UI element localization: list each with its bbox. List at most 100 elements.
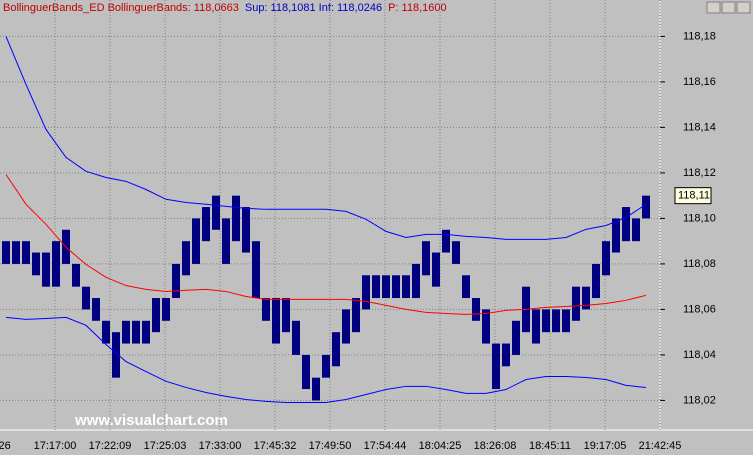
price-bar — [452, 241, 460, 264]
x-tick-label: 17:49:50 — [309, 440, 352, 452]
price-bar — [442, 229, 450, 253]
x-tick-label: 18:45:11 — [529, 440, 571, 452]
x-tick-label: 17:33:00 — [199, 440, 242, 452]
price-bar — [82, 286, 90, 310]
x-tick-label: 18:04:25 — [419, 440, 462, 452]
header: BollinguerBands_ED BollinguerBands: 118,… — [3, 2, 447, 14]
band-line — [5, 36, 647, 240]
price-bar — [542, 309, 550, 333]
price-bar — [202, 207, 210, 242]
price-bar — [572, 286, 580, 321]
header-part: BollinguerBands_ED BollinguerBands: 118,… — [3, 2, 239, 14]
button[interactable] — [721, 1, 736, 14]
price-bar — [412, 263, 420, 299]
price-bar — [332, 332, 340, 367]
price-bar — [72, 263, 80, 287]
y-tick-label: 118,18 — [683, 30, 716, 42]
price-bar — [502, 343, 510, 367]
price-bar — [472, 298, 480, 321]
price-bar — [182, 241, 190, 276]
price-bar — [382, 275, 390, 299]
price-bar — [262, 298, 270, 321]
price-bar — [102, 320, 110, 344]
y-tick-label: 118,08 — [683, 258, 716, 270]
price-bar — [362, 275, 370, 310]
price-bar — [212, 195, 220, 230]
y-tick-label: 118,12 — [683, 167, 716, 179]
price-bar — [302, 354, 310, 390]
x-tick-label: 19:17:05 — [584, 440, 627, 452]
price-bar — [252, 241, 260, 299]
window-buttons[interactable] — [706, 1, 751, 14]
watermark: www.visualchart.com — [74, 412, 228, 429]
price-bar — [512, 320, 520, 355]
price-bar — [462, 275, 470, 299]
price-bar — [22, 241, 30, 264]
price-bar — [312, 377, 320, 401]
price-bar — [482, 309, 490, 344]
price-bar — [532, 309, 540, 344]
price-bar — [222, 218, 230, 264]
x-tick-label: 18:26:08 — [474, 440, 517, 452]
header-part: Sup: 118,1081 Inf: 118,0246 — [245, 2, 382, 14]
band-line — [5, 316, 647, 403]
price-bar — [142, 320, 150, 344]
x-tick-label: 17:17:00 — [34, 440, 77, 452]
last-price-box — [674, 187, 712, 205]
price-bar — [292, 320, 300, 355]
price-bar — [552, 309, 560, 333]
y-tick-label: 118,10 — [683, 212, 716, 224]
price-bar — [602, 241, 610, 276]
x-tick-label: 21:42:45 — [639, 440, 682, 452]
y-tick-label: 118,06 — [683, 303, 716, 315]
price-bar — [192, 218, 200, 264]
price-bar — [112, 332, 120, 378]
price-bar — [492, 343, 500, 390]
price-bar — [402, 275, 410, 299]
price-bar — [232, 195, 240, 242]
price-bar — [132, 320, 140, 344]
price-bar — [272, 298, 280, 344]
price-bar — [642, 195, 650, 219]
price-bar — [12, 241, 20, 264]
price-bar — [242, 207, 250, 253]
price-bar — [52, 241, 60, 287]
y-tick-label: 118,14 — [683, 121, 716, 133]
price-bar — [392, 275, 400, 299]
price-bar — [42, 252, 50, 287]
x-tick-label: 17:22:09 — [89, 440, 132, 452]
price-bar — [582, 286, 590, 310]
price-bar — [622, 207, 630, 242]
price-bar — [352, 298, 360, 333]
price-bar — [422, 241, 430, 276]
price-bar — [322, 354, 330, 378]
price-bar — [2, 241, 10, 264]
y-tick-label: 118,16 — [683, 76, 716, 88]
price-bar — [172, 263, 180, 299]
button[interactable] — [706, 1, 721, 14]
price-bar — [282, 298, 290, 333]
y-tick-label: 118,02 — [683, 394, 716, 406]
price-bar — [92, 298, 100, 321]
band-line — [5, 174, 647, 315]
price-bar — [342, 309, 350, 344]
price-bar — [32, 252, 40, 276]
price-bar — [162, 298, 170, 321]
x-tick-label: 4:26 — [0, 440, 11, 452]
x-tick-label: 17:25:03 — [144, 440, 187, 452]
x-tick-label: 17:54:44 — [364, 440, 407, 452]
price-bar — [612, 218, 620, 253]
price-bar — [632, 218, 640, 242]
price-bar — [432, 252, 440, 287]
x-tick-label: 17:45:32 — [254, 440, 297, 452]
price-bar — [152, 298, 160, 333]
y-tick-label: 118,04 — [683, 349, 716, 361]
price-bar — [122, 320, 130, 344]
last-price-label: 118,11 — [678, 190, 710, 202]
header-part: P: 118,1600 — [388, 2, 447, 14]
button[interactable] — [736, 1, 751, 14]
price-bar — [592, 263, 600, 299]
price-bar — [562, 309, 570, 333]
price-bar — [372, 275, 380, 299]
